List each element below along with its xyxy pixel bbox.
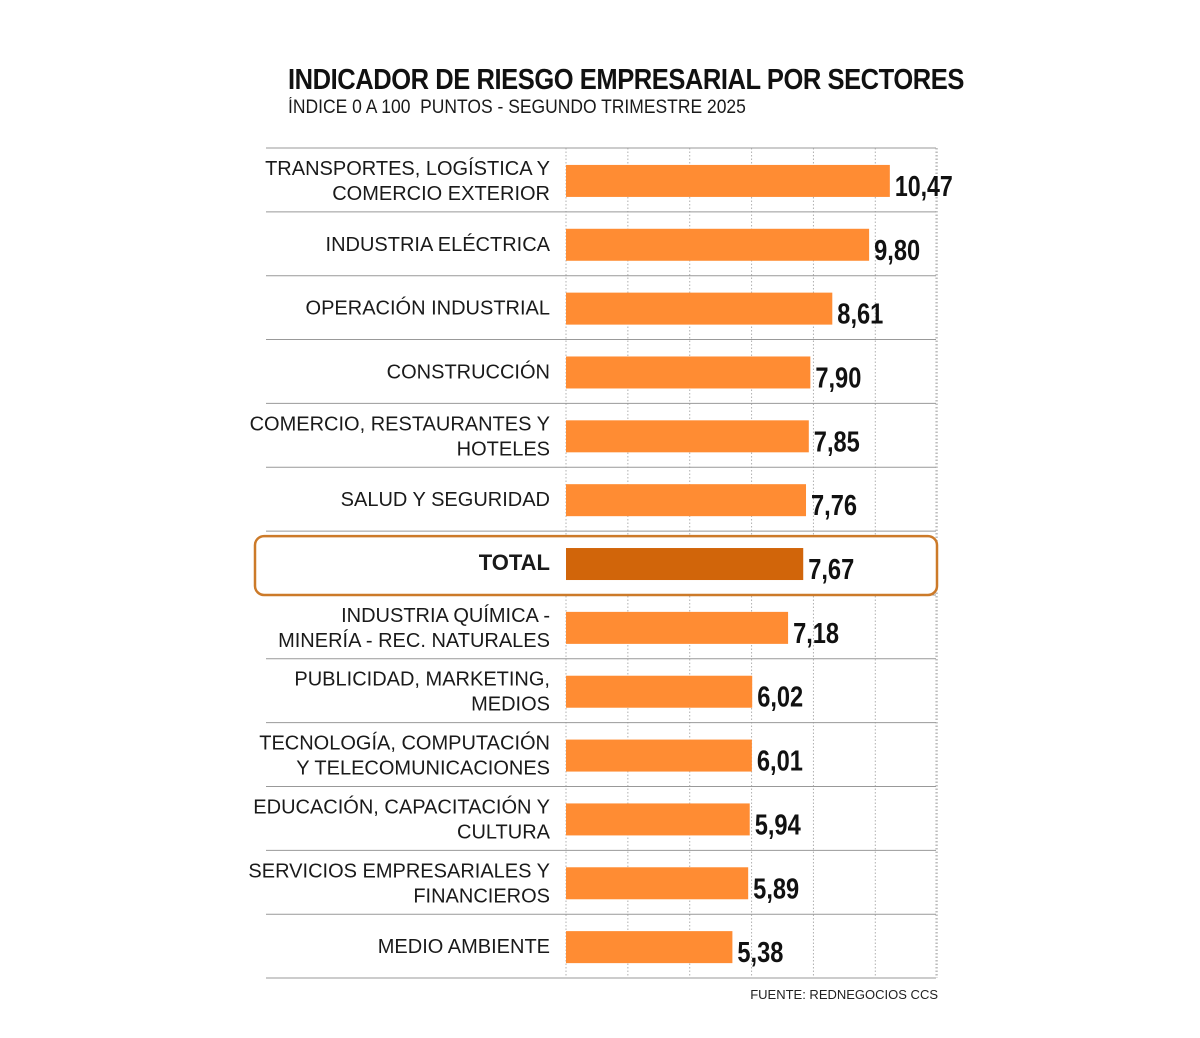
category-label: INDUSTRIA QUÍMICA -MINERÍA - REC. NATURA… bbox=[278, 604, 550, 652]
value-label: 7,90 bbox=[815, 362, 861, 394]
value-label: 6,02 bbox=[757, 682, 803, 714]
category-labels: TRANSPORTES, LOGÍSTICA Y COMERCIO EXTERIO… bbox=[248, 157, 550, 958]
bar bbox=[566, 356, 811, 389]
value-label: 9,80 bbox=[874, 235, 920, 267]
chart-title: INDICADOR DE RIESGO EMPRESARIAL POR SECT… bbox=[288, 64, 964, 96]
bar-total bbox=[566, 548, 804, 581]
bar bbox=[566, 739, 752, 772]
value-label: 5,94 bbox=[755, 809, 801, 841]
value-label: 8,61 bbox=[837, 299, 883, 331]
category-label: TECNOLOGÍA, COMPUTACIÓN Y TELECOMUNICACIO… bbox=[259, 732, 550, 780]
bar bbox=[566, 164, 890, 197]
category-label: COMERCIO, RESTAURANTES Y HOTELES bbox=[250, 413, 550, 460]
value-label: 7,85 bbox=[814, 426, 860, 458]
category-label: PUBLICIDAD, MARKETING, MEDIOS bbox=[294, 669, 550, 716]
bar bbox=[566, 292, 833, 325]
value-label: 5,89 bbox=[753, 873, 799, 905]
category-label: EDUCACIÓN, CAPACITACIÓN Y CULTURA bbox=[253, 795, 550, 843]
bar bbox=[566, 611, 789, 644]
category-label: CONSTRUCCIÓN bbox=[387, 360, 550, 383]
category-label: MEDIO AMBIENTE bbox=[378, 936, 550, 958]
bar bbox=[566, 484, 807, 517]
bars bbox=[566, 164, 890, 964]
category-label: TRANSPORTES, LOGÍSTICA Y COMERCIO EXTERIO… bbox=[265, 157, 550, 205]
value-label: 5,38 bbox=[737, 937, 783, 969]
bar bbox=[566, 803, 750, 836]
bar bbox=[566, 228, 870, 261]
category-label: OPERACIÓN INDUSTRIAL bbox=[306, 297, 550, 320]
bar bbox=[566, 931, 733, 964]
bar bbox=[566, 675, 753, 708]
category-label: TOTAL bbox=[479, 550, 550, 575]
value-labels: 10,47 9,80 8,61 7,90 7,85 7,76 7,67 7,18 6,02 6,0… bbox=[737, 171, 952, 969]
source-note: FUENTE: REDNEGOCIOS CCS bbox=[750, 987, 938, 1002]
value-label: 7,67 bbox=[808, 554, 854, 586]
category-label: INDUSTRIA ELÉCTRICA bbox=[326, 233, 551, 256]
chart-subtitle: ÍNDICE 0 A 100 PUNTOS - SEGUNDO TRIMESTR… bbox=[288, 97, 746, 118]
bar bbox=[566, 420, 809, 453]
value-label: 6,01 bbox=[757, 746, 803, 778]
category-label: SERVICIOS EMPRESARIALES Y FINANCIEROS bbox=[248, 860, 550, 907]
value-label: 7,18 bbox=[793, 618, 839, 650]
bar bbox=[566, 867, 749, 900]
value-label: 7,76 bbox=[811, 490, 857, 522]
value-label: 10,47 bbox=[895, 171, 953, 203]
category-label: SALUD Y SEGURIDAD bbox=[341, 489, 550, 511]
